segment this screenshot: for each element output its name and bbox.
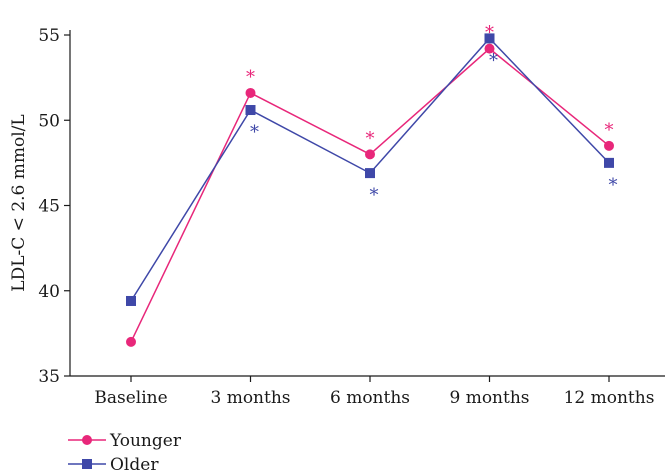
significance-star-younger: * [485,23,494,44]
significance-star-older: * [370,185,379,206]
significance-star-older: * [489,50,498,71]
data-point-older [245,105,256,116]
significance-star-younger: * [605,120,614,141]
data-point-younger [126,336,136,347]
legend-label-older: Older [110,455,159,470]
significance-star-younger: * [366,128,375,149]
data-point-younger [604,140,614,151]
data-point-older [484,33,495,44]
y-axis-title: LDL-C < 2.6 mmol/L [9,114,29,291]
legend-marker-younger [82,435,92,445]
x-tick-label: 3 months [210,388,290,408]
data-point-younger [365,149,375,160]
significance-star-younger: * [246,67,255,88]
significance-star-older: * [250,122,259,143]
y-tick-label: 50 [38,111,60,131]
y-tick-label: 35 [38,367,60,387]
data-point-older [365,168,375,179]
legend-label-younger: Younger [109,431,182,451]
series-layer: * * * * * * * * [126,23,618,347]
legend-marker-older [82,459,92,469]
y-tick-label: 55 [38,26,60,46]
x-tick-label: 6 months [330,388,410,408]
x-tick-label: 12 months [564,388,655,408]
data-point-older [126,295,136,306]
x-tick-label: 9 months [449,388,529,408]
data-point-younger [484,43,495,54]
data-point-older [604,157,614,168]
chart-axes [69,30,665,377]
data-point-younger [245,87,256,98]
significance-star-older: * [609,175,618,196]
y-ticks: 35 40 45 50 55 [38,26,70,387]
y-tick-label: 45 [38,197,60,217]
y-tick-label: 40 [38,282,60,302]
x-tick-label: Baseline [94,388,167,408]
legend: Younger Older [68,431,182,470]
x-ticks: Baseline 3 months 6 months 9 months 12 month… [94,376,654,408]
